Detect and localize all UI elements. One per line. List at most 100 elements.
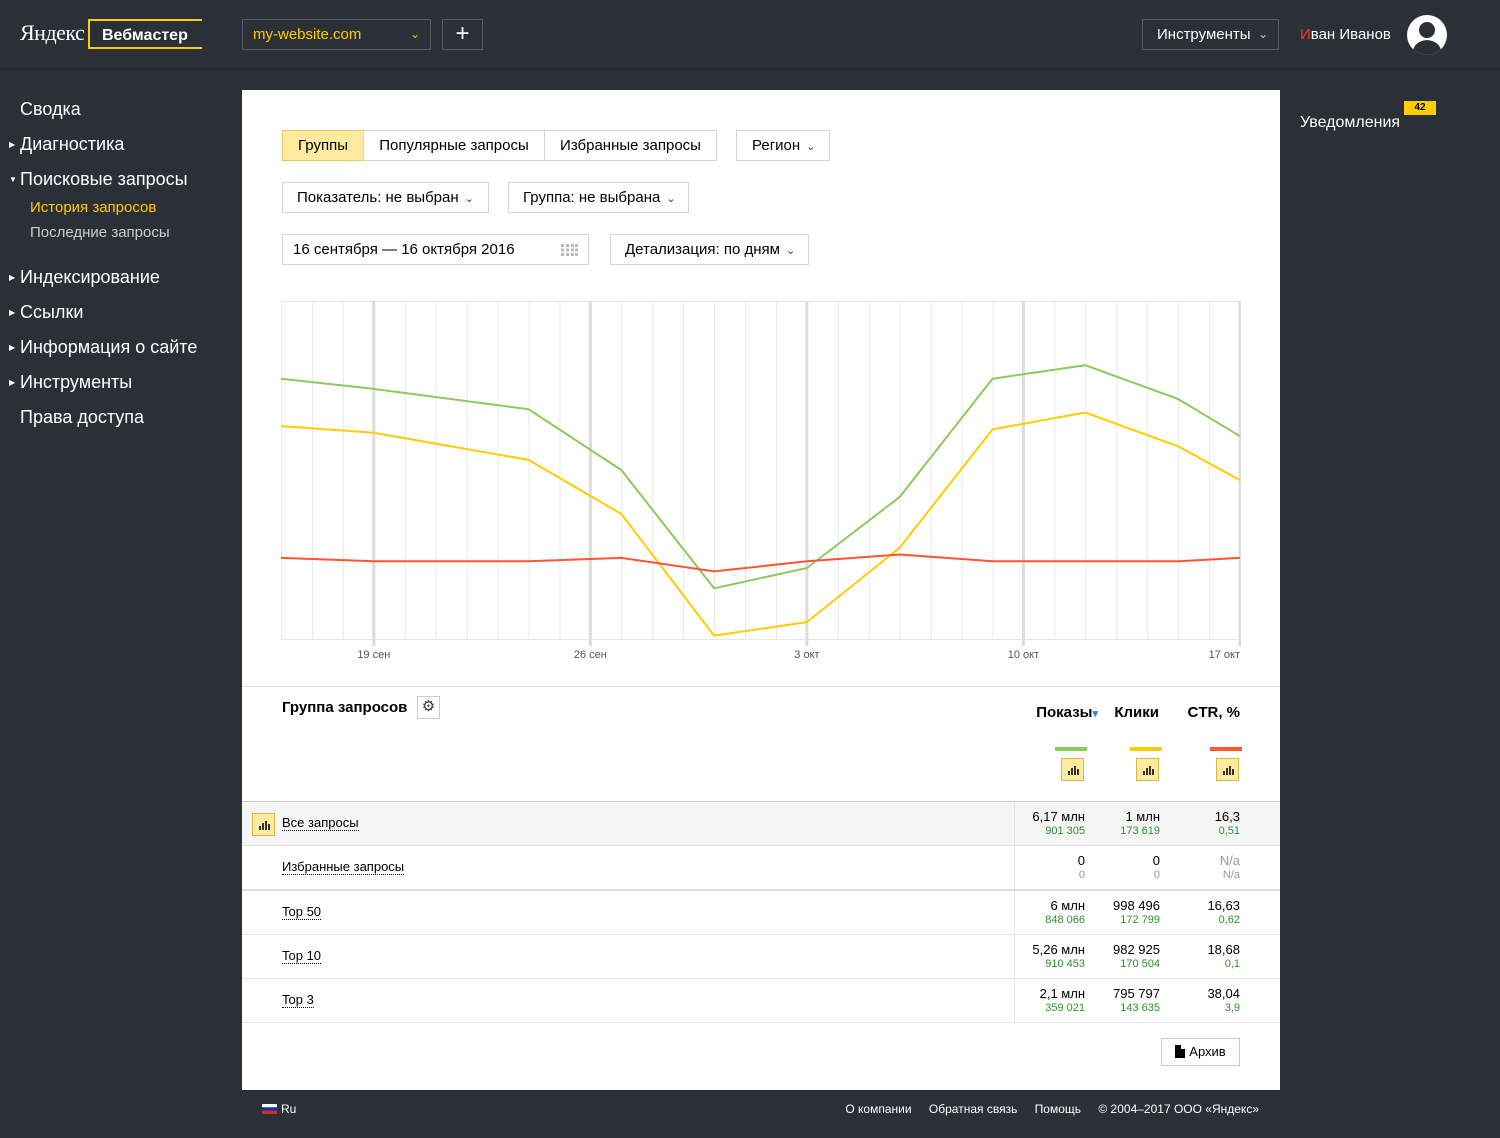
site-select-label: my-website.com — [253, 26, 362, 43]
chevron-down-icon: ⌄ — [666, 193, 676, 205]
sidebar-item-search-queries[interactable]: Поисковые запросы — [20, 169, 188, 189]
language-switcher[interactable]: Ru — [262, 1102, 296, 1116]
russia-flag-icon — [262, 1104, 277, 1114]
ctr-chart-toggle-icon[interactable] — [1216, 758, 1239, 781]
sub-value: 0,51 — [1218, 825, 1240, 837]
notifications-count-badge: 42 — [1404, 101, 1436, 115]
main-panel: Группы Популярные запросы Избранные запр… — [242, 90, 1280, 1090]
clicks-chart-toggle-icon[interactable] — [1136, 758, 1159, 781]
tools-menu-label: Инструменты — [1157, 26, 1251, 43]
row-label[interactable]: Top 50 — [282, 904, 322, 920]
sidebar-item-access-rights[interactable]: Права доступа — [20, 407, 145, 427]
archive-button-label: Архив — [1189, 1044, 1226, 1059]
x-tick-label: 3 окт — [794, 649, 819, 661]
triangle-right-icon: ▶ — [9, 343, 16, 352]
footer-link-feedback[interactable]: Обратная связь — [928, 1102, 1018, 1116]
value: 18,68 — [1207, 942, 1240, 957]
site-select[interactable]: my-website.com ⌄ — [242, 19, 431, 50]
clicks-cell: 982 925 170 504 — [1080, 943, 1160, 971]
chevron-down-icon: ⌄ — [806, 141, 816, 153]
column-header-ctr[interactable]: CTR, % — [1187, 704, 1241, 721]
notifications-link[interactable]: Уведомления — [1300, 114, 1401, 131]
avatar[interactable] — [1407, 15, 1447, 55]
date-range-input[interactable]: 16 сентября — 16 октября 2016 — [282, 234, 589, 265]
sidebar-item-tools[interactable]: Инструменты — [20, 372, 133, 392]
chart-plot-area — [281, 301, 1241, 640]
column-header-impressions[interactable]: Показы▾ — [1028, 704, 1098, 721]
value: 0 — [1152, 853, 1160, 868]
triangle-right-icon: ▶ — [9, 140, 16, 149]
sidebar-item-site-info[interactable]: Информация о сайте — [20, 337, 198, 357]
archive-button[interactable]: Архив — [1161, 1038, 1240, 1066]
chevron-down-icon: ⌄ — [785, 245, 796, 257]
impressions-chart-toggle-icon[interactable] — [1061, 758, 1084, 781]
ctr-cell: 16,3 0,51 — [1160, 810, 1240, 838]
sub-value: 910 453 — [1045, 958, 1085, 970]
sub-value: 173 619 — [1120, 825, 1160, 837]
chevron-down-icon: ⌄ — [409, 27, 420, 41]
sort-desc-icon: ▾ — [1092, 708, 1098, 720]
sidebar-item-indexing[interactable]: Индексирование — [20, 267, 160, 287]
table-row: Top 50 6 млн 848 066 998 496 172 799 16,63… — [242, 891, 1280, 935]
sidebar-subitem-query-history[interactable]: История запросов — [30, 199, 157, 216]
column-header-clicks[interactable]: Клики — [1114, 704, 1159, 721]
sub-value: 170 504 — [1120, 958, 1160, 970]
sidebar-item-links[interactable]: Ссылки — [20, 302, 84, 322]
footer-copyright: © 2004–2017 ООО «Яндекс» — [1098, 1102, 1259, 1116]
row-label[interactable]: Все запросы — [282, 815, 359, 831]
x-tick-label: 19 сен — [357, 649, 390, 661]
region-select-label: Регион — [752, 137, 801, 154]
tab-popular-queries[interactable]: Популярные запросы — [363, 130, 545, 161]
service-name[interactable]: Вебмастер — [88, 19, 202, 49]
triangle-right-icon: ▶ — [9, 273, 16, 282]
x-tick-label: 17 окт — [1209, 649, 1240, 661]
table-row: Top 10 5,26 млн 910 453 982 925 170 504 18… — [242, 935, 1280, 979]
row-label[interactable]: Избранные запросы — [282, 859, 405, 875]
ctr-cell: 18,68 0,1 — [1160, 943, 1240, 971]
clicks-color-marker — [1130, 747, 1162, 751]
clicks-cell: 795 797 143 635 — [1080, 987, 1160, 1015]
yandex-logo[interactable]: Яндекс — [20, 20, 85, 45]
triangle-down-icon: ▼ — [9, 175, 17, 184]
chart-toggle-icon[interactable] — [252, 813, 275, 836]
sub-value: 848 066 — [1045, 914, 1085, 926]
column-divider — [1014, 935, 1015, 978]
value: 998 496 — [1113, 898, 1160, 913]
add-site-button[interactable]: + — [442, 19, 483, 50]
impressions-cell: 6 млн 848 066 — [1005, 899, 1085, 927]
row-label[interactable]: Top 10 — [282, 948, 322, 964]
series-line-3 — [281, 553, 1241, 573]
tools-menu-button[interactable]: Инструменты ⌄ — [1142, 19, 1279, 50]
ctr-cell: 16,63 0,62 — [1160, 899, 1240, 927]
detail-select[interactable]: Детализация: по дням ⌄ — [610, 234, 809, 265]
top-bar: Яндекс Вебмастер my-website.com ⌄ + Инст… — [0, 0, 1500, 70]
sidebar-subitem-recent-queries[interactable]: Последние запросы — [30, 224, 170, 241]
indicator-select[interactable]: Показатель: не выбран ⌄ — [282, 182, 489, 213]
impressions-cell: 2,1 млн 359 021 — [1005, 987, 1085, 1015]
chevron-down-icon: ⌄ — [464, 193, 474, 205]
tab-favorite-queries[interactable]: Избранные запросы — [544, 130, 717, 161]
tab-groups[interactable]: Группы — [282, 130, 364, 161]
gear-icon[interactable]: ⚙ — [417, 696, 440, 719]
row-label[interactable]: Top 3 — [282, 992, 314, 1008]
triangle-right-icon: ▶ — [9, 378, 16, 387]
ctr-cell: N/a N/a — [1160, 854, 1240, 882]
sidebar-item-diagnostics[interactable]: Диагностика — [20, 134, 125, 154]
indicator-select-label: Показатель: не выбран — [297, 189, 459, 206]
group-select[interactable]: Группа: не выбрана ⌄ — [508, 182, 689, 213]
value: 38,04 — [1207, 986, 1240, 1001]
sub-value: 359 021 — [1045, 1002, 1085, 1014]
footer-link-help[interactable]: Помощь — [1034, 1102, 1082, 1116]
footer-link-about[interactable]: О компании — [845, 1102, 912, 1116]
clicks-cell: 998 496 172 799 — [1080, 899, 1160, 927]
region-select[interactable]: Регион ⌄ — [736, 130, 830, 161]
user-name[interactable]: Иван Иванов — [1300, 26, 1391, 43]
footer-links: О компании Обратная связь Помощь © 2004–… — [831, 1102, 1259, 1116]
sub-value: 172 799 — [1120, 914, 1160, 926]
series-line-1 — [281, 364, 1241, 590]
calendar-icon[interactable] — [561, 244, 578, 256]
sidebar-item-summary[interactable]: Сводка — [20, 99, 81, 119]
sub-value: 143 635 — [1120, 1002, 1160, 1014]
